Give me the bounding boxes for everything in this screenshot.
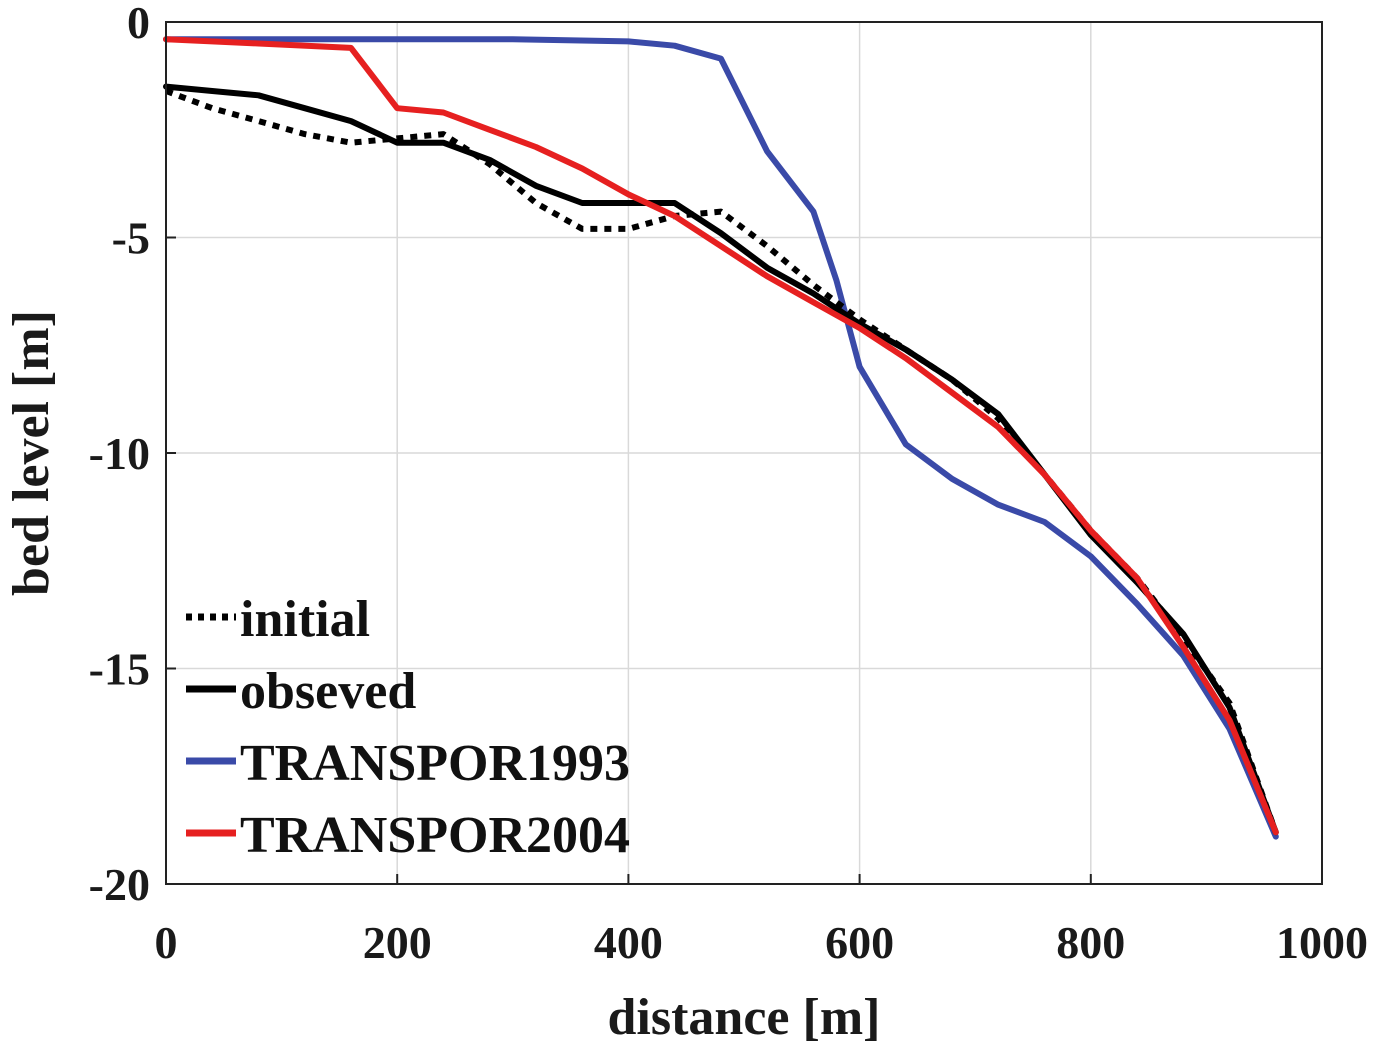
- legend-item-transpor2004: TRANSPOR2004: [186, 807, 630, 864]
- series-line-obseved: [163, 83, 1279, 836]
- legend-label-initial: initial: [240, 591, 370, 648]
- legend-label-transpor1993: TRANSPOR1993: [240, 735, 630, 792]
- tick-labels: 0 200 400 600 800 1000 0 -5 -10 -15 -20: [89, 0, 1368, 968]
- y-axis-title: bed level [m]: [3, 310, 60, 596]
- legend-item-initial: initial: [186, 591, 370, 648]
- y-tick-label: 0: [127, 0, 150, 48]
- x-tick-label: 1000: [1276, 917, 1368, 968]
- x-tick-label: 200: [363, 917, 432, 968]
- legend-item-obseved: obseved: [186, 663, 416, 720]
- legend-label-obseved: obseved: [240, 663, 416, 720]
- series-line-initial: [164, 88, 1279, 834]
- y-tick-label: -5: [112, 213, 150, 264]
- x-tick-label: 0: [155, 917, 178, 968]
- series-lines: [163, 36, 1279, 840]
- legend: initial obseved TRANSPOR1993 TRANSPOR200…: [186, 591, 630, 864]
- legend-item-transpor1993: TRANSPOR1993: [186, 735, 630, 792]
- y-tick-label: -15: [89, 644, 150, 695]
- x-axis-title: distance [m]: [608, 989, 881, 1046]
- x-tick-label: 600: [825, 917, 894, 968]
- grid: [166, 22, 1322, 884]
- x-tick-label: 400: [594, 917, 663, 968]
- legend-label-transpor2004: TRANSPOR2004: [240, 807, 630, 864]
- series-line-transpor1993: [163, 36, 1279, 840]
- x-tick-label: 800: [1056, 917, 1125, 968]
- y-tick-label: -20: [89, 859, 150, 910]
- series-line-transpor2004: [163, 36, 1279, 836]
- y-tick-label: -10: [89, 428, 150, 479]
